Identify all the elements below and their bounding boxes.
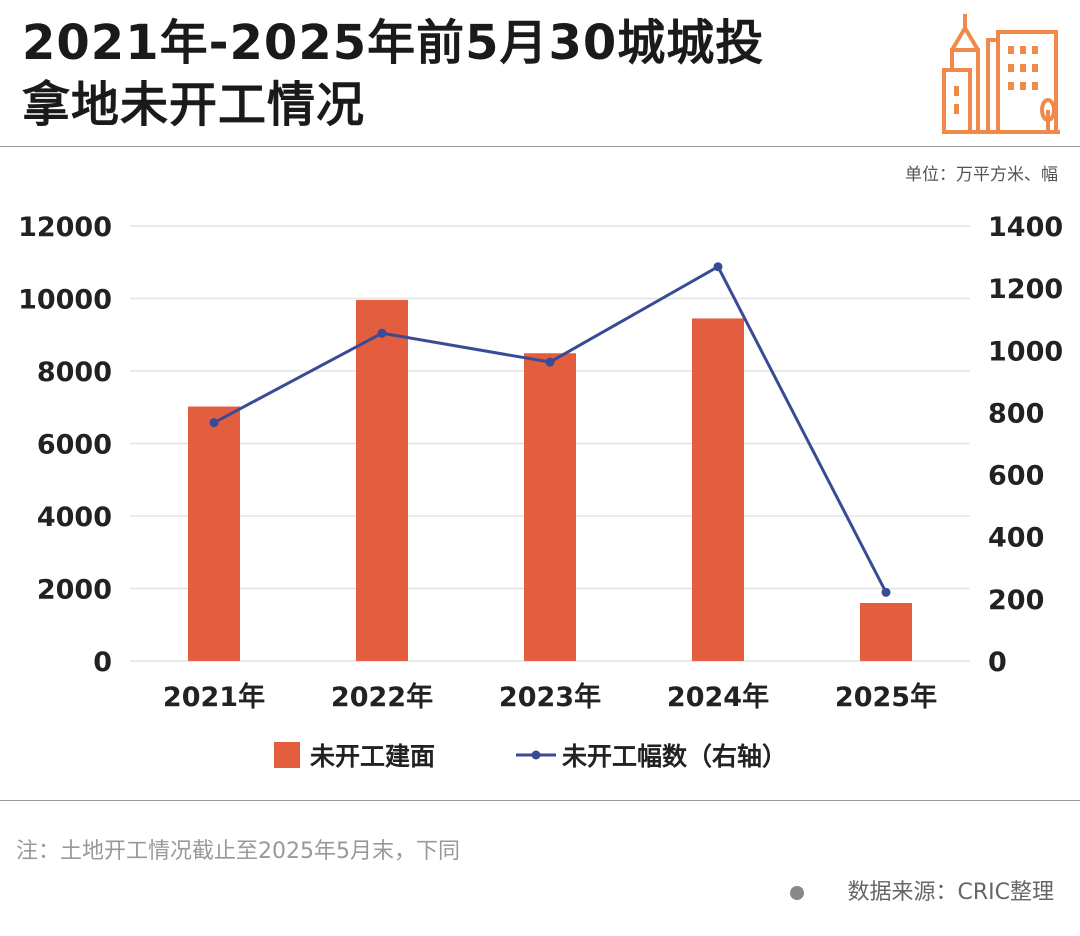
unit-label: 单位：万平方米、幅 — [905, 165, 1058, 185]
y-left-tick-label: 6000 — [37, 430, 112, 461]
line-point — [377, 328, 387, 338]
line-point — [713, 262, 723, 272]
x-tick-label: 2023年 — [499, 681, 601, 713]
y-left-tick-label: 2000 — [37, 575, 112, 606]
chart: 0 2000 4000 6000 8000 10000 12000 0 200 400 600 800… — [18, 212, 1063, 771]
y-right-tick-label: 200 — [988, 585, 1044, 616]
bottom-divider — [0, 800, 1080, 801]
y-left-tick-label: 4000 — [37, 502, 112, 533]
line-point — [881, 587, 891, 597]
bar — [524, 353, 576, 661]
line-point — [545, 357, 555, 367]
y-right-tick-label: 1200 — [988, 274, 1063, 305]
legend-bar-label: 未开工建面 — [310, 742, 435, 771]
y-right-tick-label: 1400 — [988, 212, 1063, 243]
x-tick-label: 2024年 — [667, 681, 769, 713]
x-tick-label: 2025年 — [835, 681, 937, 713]
city-buildings-icon — [942, 14, 1060, 134]
line-point — [209, 418, 219, 428]
bar — [860, 603, 912, 661]
legend-bar-swatch — [274, 742, 300, 768]
source: 数据来源：CRIC整理 — [789, 874, 1055, 906]
y-left-tick-label: 0 — [93, 647, 112, 678]
bar — [356, 299, 408, 661]
chart-title: 2021年-2025年前5月30城城投 拿地未开工情况 — [22, 12, 764, 136]
y-right-tick-label: 800 — [988, 398, 1044, 429]
y-right-tick-label: 0 — [988, 647, 1007, 678]
source-text: 数据来源：CRIC整理 — [847, 880, 1055, 905]
legend-line-label: 未开工幅数（右轴） — [562, 742, 787, 771]
y-left-tick-label: 8000 — [37, 357, 112, 388]
y-left-tick-label: 10000 — [18, 285, 112, 316]
y-left-tick-label: 12000 — [18, 212, 112, 243]
title-line-1: 2021年-2025年前5月30城城投 — [22, 15, 765, 71]
bullet-icon — [789, 886, 804, 900]
y-right-tick-label: 400 — [988, 523, 1044, 554]
title-line-2: 拿地未开工情况 — [22, 77, 366, 133]
y-right-tick-label: 600 — [988, 461, 1044, 492]
y-right-tick-label: 1000 — [988, 336, 1063, 367]
bar — [692, 318, 744, 661]
x-tick-label: 2021年 — [163, 681, 265, 713]
x-tick-label: 2022年 — [331, 681, 433, 713]
footnote: 注：土地开工情况截止至2025年5月末，下同 — [16, 839, 460, 864]
legend-line-marker — [531, 750, 541, 760]
top-divider — [0, 146, 1080, 147]
bar — [188, 406, 240, 661]
